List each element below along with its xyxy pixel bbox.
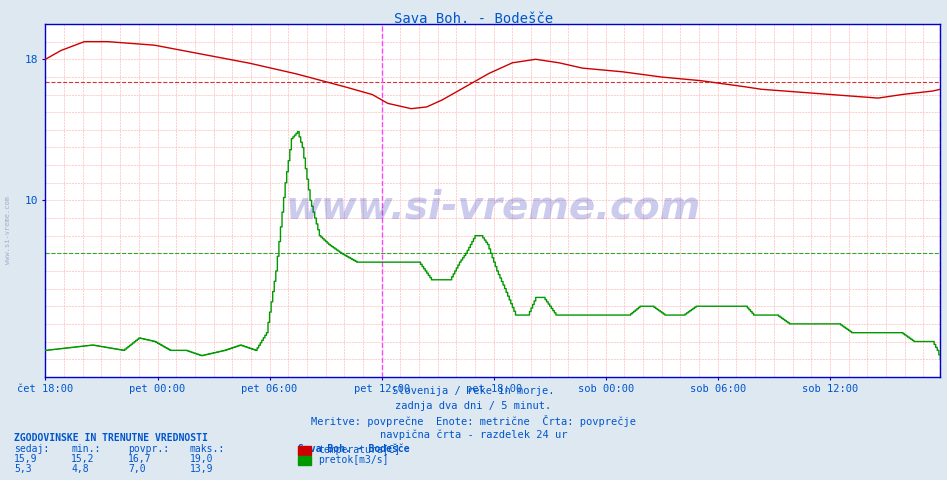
Text: ZGODOVINSKE IN TRENUTNE VREDNOSTI: ZGODOVINSKE IN TRENUTNE VREDNOSTI: [14, 433, 208, 443]
Text: 13,9: 13,9: [189, 464, 213, 474]
Text: povpr.:: povpr.:: [128, 444, 169, 454]
Text: 15,2: 15,2: [71, 454, 95, 464]
Text: sedaj:: sedaj:: [14, 444, 49, 454]
Text: 16,7: 16,7: [128, 454, 152, 464]
Text: 19,0: 19,0: [189, 454, 213, 464]
Text: www.si-vreme.com: www.si-vreme.com: [285, 189, 701, 227]
Text: 7,0: 7,0: [128, 464, 146, 474]
Text: maks.:: maks.:: [189, 444, 224, 454]
Text: Sava Boh. - Bodešče: Sava Boh. - Bodešče: [298, 444, 410, 454]
Text: min.:: min.:: [71, 444, 100, 454]
Text: 15,9: 15,9: [14, 454, 38, 464]
Text: www.si-vreme.com: www.si-vreme.com: [5, 196, 10, 264]
Text: zadnja dva dni / 5 minut.: zadnja dva dni / 5 minut.: [396, 401, 551, 411]
Text: 4,8: 4,8: [71, 464, 89, 474]
Text: 5,3: 5,3: [14, 464, 32, 474]
Text: Slovenija / reke in morje.: Slovenija / reke in morje.: [392, 386, 555, 396]
Text: pretok[m3/s]: pretok[m3/s]: [318, 455, 388, 465]
Text: temperatura[C]: temperatura[C]: [318, 445, 401, 455]
Text: navpična črta - razdelek 24 ur: navpična črta - razdelek 24 ur: [380, 430, 567, 440]
Text: Sava Boh. - Bodešče: Sava Boh. - Bodešče: [394, 12, 553, 26]
Text: Meritve: povprečne  Enote: metrične  Črta: povprečje: Meritve: povprečne Enote: metrične Črta:…: [311, 415, 636, 427]
